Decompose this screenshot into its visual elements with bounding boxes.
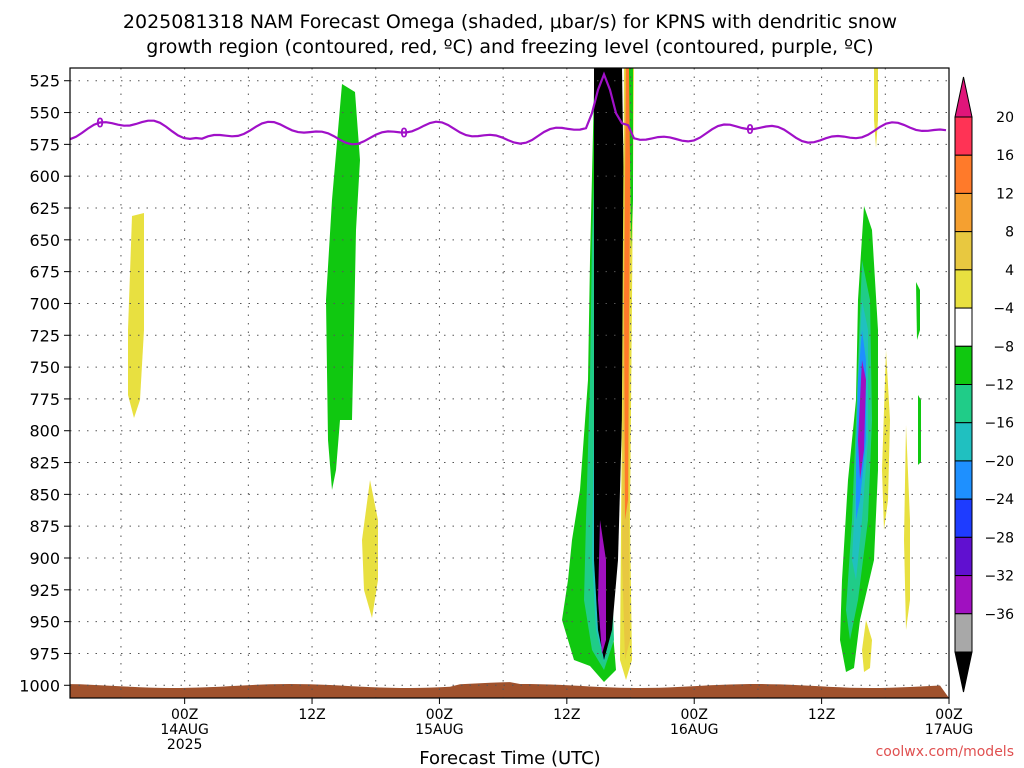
colorbar-tick-label: −4 — [993, 301, 1014, 317]
colorbar-tick-label: 12 — [996, 186, 1014, 202]
y-tick-label: 625 — [29, 199, 60, 218]
x-tick-label: 2025 — [167, 737, 203, 753]
colorbar-top-arrow — [954, 76, 973, 118]
colorbar-tick-label: −12 — [984, 378, 1014, 394]
y-tick-label: 850 — [29, 485, 60, 504]
y-tick-label: 650 — [29, 231, 60, 250]
colorbar-tick-label: −24 — [984, 492, 1014, 508]
x-tick-label: 14AUG — [160, 722, 209, 738]
y-tick-label: 525 — [29, 72, 60, 91]
colorbar-tick-label: −8 — [993, 339, 1014, 355]
omega-blob — [882, 350, 890, 530]
omega-blob — [916, 282, 920, 340]
colorbar-tick-label: −36 — [984, 607, 1014, 623]
x-tick-label: 00Z — [935, 707, 962, 723]
omega-blob — [326, 84, 360, 490]
omega-blob — [862, 620, 872, 672]
grid-lines — [70, 68, 949, 698]
colorbar-tick-label: 20 — [996, 110, 1014, 126]
omega-blob — [918, 395, 921, 465]
omega-blob — [598, 520, 606, 654]
y-tick-label: 700 — [29, 294, 60, 313]
freezing-contour-label: 0 — [400, 126, 408, 141]
credit-text: coolwx.com/models — [876, 744, 1014, 760]
y-tick-label: 950 — [29, 613, 60, 632]
colorbar-bottom-arrow — [954, 651, 973, 693]
y-tick-label: 575 — [29, 135, 60, 154]
y-tick-label: 900 — [29, 549, 60, 568]
colorbar-segment — [954, 345, 973, 385]
terrain-band — [70, 682, 949, 698]
y-tick-label: 975 — [29, 644, 60, 663]
colorbar-tick-label: −28 — [984, 530, 1014, 546]
omega-blob — [624, 68, 631, 520]
x-tick-label: 16AUG — [670, 722, 719, 738]
omega-blob — [904, 425, 910, 630]
plot-area — [70, 68, 949, 698]
freezing-contour-label: 0 — [96, 117, 104, 132]
colorbar-segment — [954, 460, 973, 500]
colorbar-segment — [954, 384, 973, 424]
x-tick-label: 17AUG — [925, 722, 974, 738]
omega-blob — [128, 213, 144, 418]
x-tick-label: 00Z — [681, 707, 708, 723]
plot-frame — [69, 67, 950, 699]
colorbar-tick-label: 4 — [1005, 263, 1014, 279]
colorbar-segment — [954, 269, 973, 309]
omega-core — [594, 68, 624, 660]
y-tick-label: 775 — [29, 390, 60, 409]
y-axis-ticks: 525 550 575 600 625 650 675 700 725 750 775 800 825 8… — [19, 72, 70, 695]
x-tick-label: 00Z — [171, 707, 198, 723]
y-tick-label: 725 — [29, 326, 60, 345]
y-tick-label: 1000 — [19, 676, 60, 695]
x-tick-label: 12Z — [298, 707, 325, 723]
y-tick-label: 925 — [29, 581, 60, 600]
colorbar-tick-label: −20 — [984, 454, 1014, 470]
colorbar-segment — [954, 192, 973, 233]
colorbar-segment — [954, 231, 973, 271]
y-tick-label: 550 — [29, 104, 60, 123]
chart-title-line-2: growth region (contoured, red, ºC) and f… — [146, 36, 873, 58]
freezing-level-labels: 0 0 0 — [96, 117, 754, 142]
colorbar-segment — [954, 116, 973, 156]
y-tick-label: 750 — [29, 358, 60, 377]
y-tick-label: 800 — [29, 422, 60, 441]
colorbar-segment — [954, 307, 973, 347]
colorbar-segment — [954, 613, 973, 653]
x-axis-label: Forecast Time (UTC) — [419, 748, 600, 768]
x-tick-label: 12Z — [553, 707, 580, 723]
freezing-contour-label: 0 — [746, 123, 754, 138]
colorbar-tick-label: −32 — [984, 569, 1014, 585]
colorbar-segment — [954, 536, 973, 577]
y-tick-label: 875 — [29, 517, 60, 536]
colorbar-tick-label: 16 — [996, 148, 1014, 164]
freezing-level-contour — [69, 71, 947, 146]
colorbar-tick-label: −16 — [984, 416, 1014, 432]
colorbar-segment — [954, 575, 973, 615]
y-tick-label: 825 — [29, 454, 60, 473]
y-tick-label: 600 — [29, 167, 60, 186]
x-tick-label: 00Z — [426, 707, 453, 723]
colorbar-segment — [954, 422, 973, 462]
x-tick-label: 12Z — [808, 707, 835, 723]
colorbar-tick-label: 8 — [1005, 225, 1014, 241]
omega-blob — [629, 68, 633, 250]
colorbar-segment — [954, 154, 973, 194]
chart-title-line-1: 2025081318 NAM Forecast Omega (shaded, μ… — [123, 11, 897, 33]
y-tick-label: 675 — [29, 263, 60, 282]
colorbar-segment — [954, 498, 973, 538]
x-tick-label: 15AUG — [415, 722, 464, 738]
colorbar: 20 16 12 8 4 −4 −8 −12 −16 −20 −24 −28 −32 −36 — [954, 76, 1014, 693]
omega-blob — [362, 480, 378, 618]
omega-blob — [858, 360, 866, 480]
